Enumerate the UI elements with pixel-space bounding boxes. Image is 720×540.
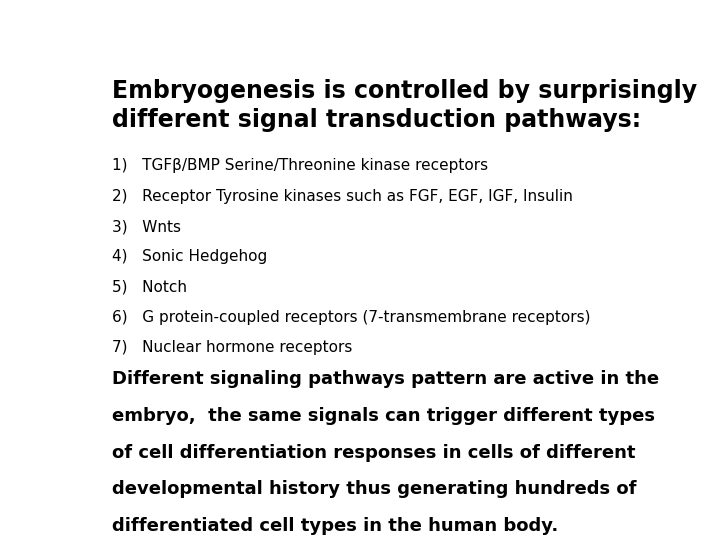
- Text: different signal transduction pathways:: different signal transduction pathways:: [112, 109, 642, 132]
- Text: 6)   G protein-coupled receptors (7-transmembrane receptors): 6) G protein-coupled receptors (7-transm…: [112, 310, 591, 325]
- Text: 3)   Wnts: 3) Wnts: [112, 219, 181, 234]
- Text: 2)   Receptor Tyrosine kinases such as FGF, EGF, IGF, Insulin: 2) Receptor Tyrosine kinases such as FGF…: [112, 188, 573, 204]
- Text: 4)   Sonic Hedgehog: 4) Sonic Hedgehog: [112, 249, 268, 265]
- Text: 7)   Nuclear hormone receptors: 7) Nuclear hormone receptors: [112, 341, 353, 355]
- Text: differentiated cell types in the human body.: differentiated cell types in the human b…: [112, 517, 559, 535]
- Text: embryo,  the same signals can trigger different types: embryo, the same signals can trigger dif…: [112, 407, 655, 425]
- Text: Different signaling pathways pattern are active in the: Different signaling pathways pattern are…: [112, 370, 660, 388]
- Text: 5)   Notch: 5) Notch: [112, 280, 187, 295]
- Text: of cell differentiation responses in cells of different: of cell differentiation responses in cel…: [112, 443, 636, 462]
- Text: developmental history thus generating hundreds of: developmental history thus generating hu…: [112, 480, 636, 498]
- Text: 1)   TGFβ/BMP Serine/Threonine kinase receptors: 1) TGFβ/BMP Serine/Threonine kinase rece…: [112, 158, 488, 173]
- Text: Embryogenesis is controlled by surprisingly: Embryogenesis is controlled by surprisin…: [112, 79, 698, 103]
